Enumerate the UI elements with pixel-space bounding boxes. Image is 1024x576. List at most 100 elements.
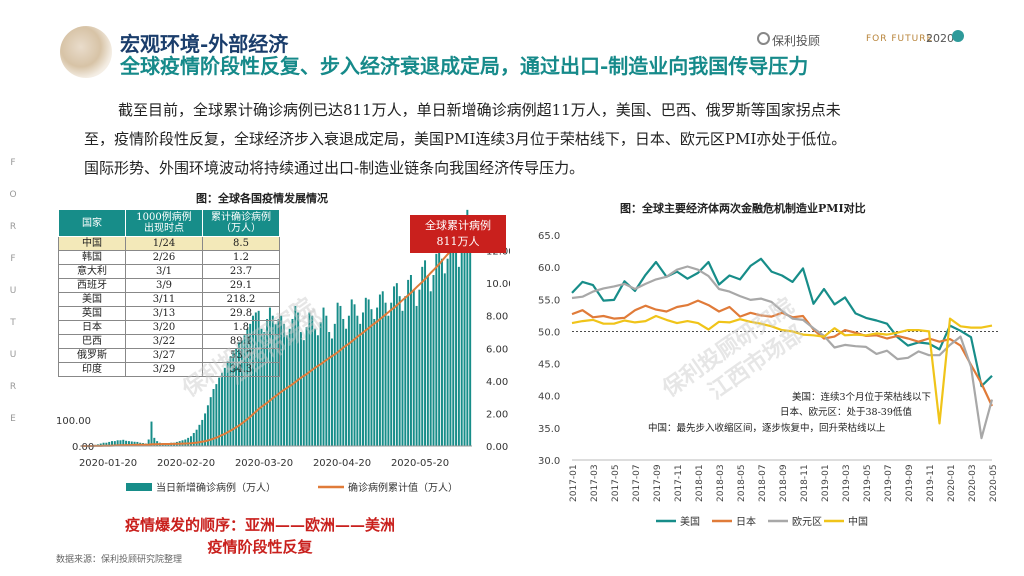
body-line: 至，疫情阶段性反复，全球经济步入衰退成定局，美国PMI连续3月位于荣枯线下，日本… [84, 130, 847, 148]
bar [212, 389, 215, 446]
table-cell: 3/20 [125, 320, 203, 335]
bar [277, 318, 280, 446]
left-axis-tick-label: 100.00 [56, 416, 91, 427]
table-cell: 意大利 [58, 264, 126, 279]
bar [455, 250, 458, 446]
conclusion-line: 疫情阶段性反复 [207, 538, 313, 556]
x-tick-label: 2017-09 [653, 464, 663, 502]
bar [362, 312, 364, 446]
brand-year: 2020 [926, 32, 954, 45]
x-tick-label: 2019-11 [926, 464, 936, 502]
bar [339, 305, 342, 446]
conclusion: 疫情爆发的顺序：亚洲——欧洲——美洲 疫情阶段性反复 [110, 514, 410, 558]
table-cell: 34.3 [202, 362, 280, 377]
table-cell: 1.2 [202, 250, 280, 265]
bar [319, 322, 322, 446]
bar [308, 312, 311, 446]
x-tick-label: 2019-07 [884, 464, 894, 502]
y-tick-label: 45.0 [538, 360, 560, 371]
x-tick-label: 2017-07 [632, 464, 642, 502]
table-cell: 3/27 [125, 348, 203, 363]
table-header-row: 国家 1000例病例 出现时点 累计确诊病例 （万人） [58, 209, 280, 237]
bar [404, 296, 407, 446]
x-tick-label: 2018-01 [695, 464, 705, 502]
bar [243, 335, 246, 446]
series-line [571, 314, 993, 425]
table-cell: 英国 [58, 306, 126, 321]
right-axis-tick-label: 6.00 [486, 344, 508, 355]
bar [127, 441, 130, 446]
table-row: 日本 3/20 1.8 [58, 320, 280, 335]
y-tick-label: 50.0 [538, 327, 560, 338]
bar [198, 424, 201, 446]
bar [443, 273, 446, 446]
bar [311, 315, 314, 446]
legend-label: 美国 [680, 515, 700, 528]
table-cell: 巴西 [58, 334, 126, 349]
bar [316, 335, 319, 446]
bar [260, 328, 263, 446]
bar [330, 338, 333, 446]
x-tick-label: 2019-03 [842, 464, 852, 502]
bar [390, 302, 393, 446]
table-cell: 韩国 [58, 250, 126, 265]
bar [133, 441, 136, 446]
y-tick-label: 65.0 [538, 231, 560, 242]
bar [201, 419, 204, 446]
bar [435, 253, 438, 446]
left-chart-title: 图：全球各国疫情发展情况 [196, 192, 328, 205]
bar [153, 437, 156, 446]
side-letter: R [9, 382, 17, 392]
x-tick-label: 2020-02-20 [157, 458, 215, 469]
bar [204, 413, 207, 446]
bar [463, 221, 466, 446]
bar [446, 258, 449, 446]
bar [147, 439, 150, 446]
brand-logo-icon [757, 32, 770, 45]
bar [438, 245, 441, 446]
bar [359, 323, 362, 446]
body-line: 截至目前，全球累计确诊病例已达811万人，单日新增确诊病例超11万人，美国、巴西… [118, 101, 841, 119]
bar [429, 291, 432, 446]
bar [192, 432, 195, 446]
x-tick-label: 2020-04-20 [313, 458, 371, 469]
right-axis-tick-label: 2.00 [486, 409, 508, 420]
bar [376, 307, 379, 446]
side-letters: F O R F U T U R E [6, 158, 20, 446]
table-row: 印度 3/29 34.3 [58, 362, 280, 377]
y-tick-label: 30.0 [538, 456, 560, 467]
x-tick-label: 2019-05 [863, 464, 873, 502]
legend-swatch-bar [126, 483, 152, 491]
bar [113, 441, 116, 446]
bar [232, 351, 235, 446]
series-line [571, 265, 994, 440]
bar [421, 266, 424, 446]
bar [305, 327, 308, 446]
bar [294, 305, 297, 446]
table-row: 意大利 3/1 23.7 [58, 264, 280, 279]
bar [412, 289, 415, 446]
table-row: 美国 3/11 218.2 [58, 292, 280, 307]
table-cell: 3/22 [125, 334, 203, 349]
table-header: 1000例病例 出现时点 [125, 209, 203, 237]
brand-tag: FOR FUTURE [866, 34, 934, 44]
right-chart-title: 图：全球主要经济体两次金融危机制造业PMI对比 [620, 202, 866, 215]
bar [111, 441, 113, 446]
table-cell: 23.7 [202, 264, 280, 279]
body-paragraph: 截至目前，全球累计确诊病例已达811万人，单日新增确诊病例超11万人，美国、巴西… [84, 96, 964, 183]
bar [432, 275, 435, 446]
table-cell: 美国 [58, 292, 126, 307]
bar [373, 318, 376, 446]
bar [424, 260, 427, 446]
x-tick-label: 2020-05 [989, 464, 999, 502]
x-tick-label: 2018-11 [800, 464, 810, 502]
data-source: 数据来源：保利投顾研究院整理 [56, 555, 183, 565]
table-row: 英国 3/13 29.8 [58, 306, 280, 321]
pmi-chart: 30.0 35.0 40.0 45.0 50.0 55.0 60.0 65.0 2017-01 2… [538, 231, 1000, 528]
total-cases-callout: 全球累计病例 811万人 [410, 215, 506, 253]
annotation-line: 日本、欧元区：处于38-39低值 [780, 406, 912, 418]
x-tick-label: 2019-09 [905, 464, 915, 502]
right-axis-tick-label: 0.00 [486, 442, 508, 453]
bar [226, 361, 229, 446]
bar [263, 332, 266, 446]
